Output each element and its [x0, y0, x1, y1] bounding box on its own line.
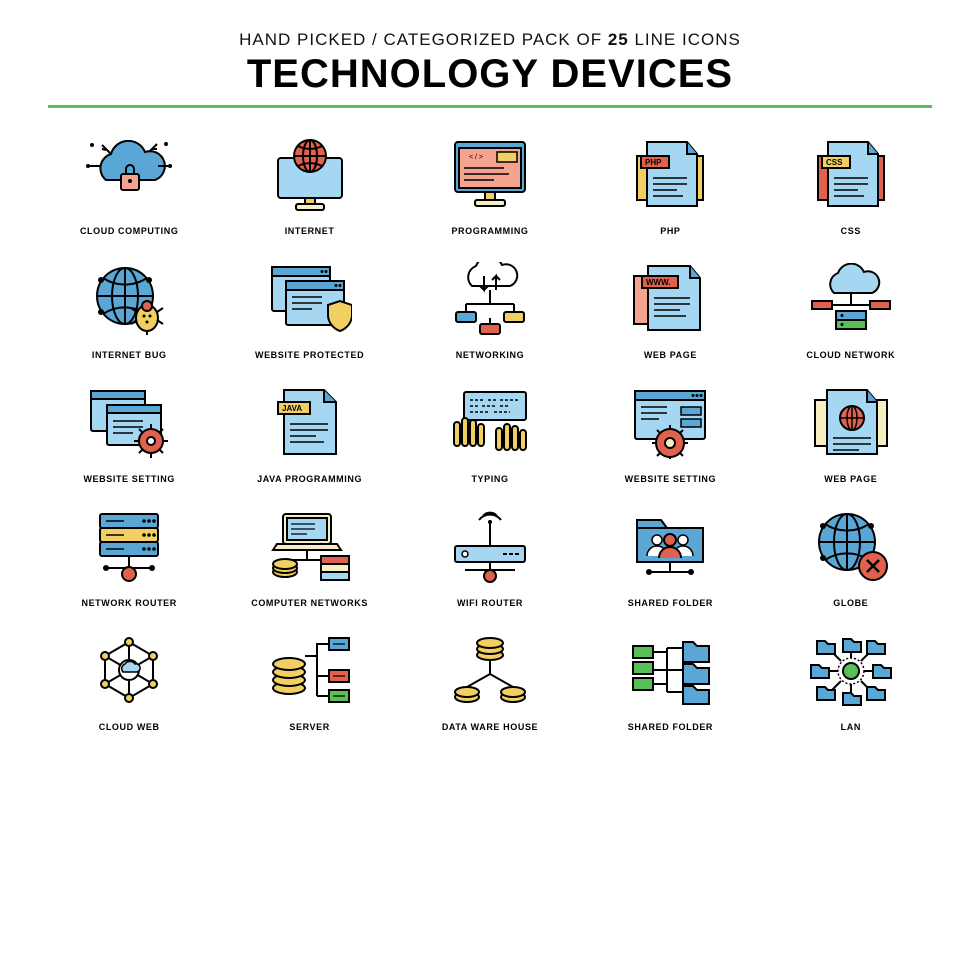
- programming-icon: < / >: [442, 136, 538, 214]
- icon-label: COMPUTER NETWORKS: [251, 598, 368, 608]
- icon-cell: GLOBE: [770, 508, 932, 608]
- cloud-computing-icon: [81, 136, 177, 214]
- typing-icon: [442, 384, 538, 462]
- php-icon: PHP: [622, 136, 718, 214]
- icon-label: PROGRAMMING: [451, 226, 528, 236]
- wifi-router-icon: [442, 508, 538, 586]
- networking-icon: [442, 260, 538, 338]
- icon-label: WEB PAGE: [644, 350, 697, 360]
- icon-label: GLOBE: [833, 598, 868, 608]
- page-title: TECHNOLOGY DEVICES: [48, 52, 932, 97]
- icon-cell: WWW. WEB PAGE: [589, 260, 751, 360]
- icon-label: WEBSITE SETTING: [625, 474, 717, 484]
- icon-cell: NETWORK ROUTER: [48, 508, 210, 608]
- computer-networks-icon: [262, 508, 358, 586]
- website-setting-gear-icon: [81, 384, 177, 462]
- icon-cell: WIFI ROUTER: [409, 508, 571, 608]
- icon-label: INTERNET BUG: [92, 350, 167, 360]
- icon-cell: WEB PAGE: [770, 384, 932, 484]
- icon-label: NETWORK ROUTER: [81, 598, 176, 608]
- shared-folder-tree-icon: [622, 632, 718, 710]
- icon-label: INTERNET: [285, 226, 335, 236]
- icon-cell: WEBSITE SETTING: [589, 384, 751, 484]
- subtitle: HAND PICKED / CATEGORIZED PACK OF 25 LIN…: [48, 30, 932, 50]
- subtitle-prefix: HAND PICKED / CATEGORIZED PACK OF: [239, 30, 608, 49]
- icon-cell: INTERNET BUG: [48, 260, 210, 360]
- icon-label: CLOUD NETWORK: [806, 350, 895, 360]
- icon-label: LAN: [841, 722, 861, 732]
- cloud-network-icon: [803, 260, 899, 338]
- icon-label: PHP: [660, 226, 680, 236]
- icon-label: CLOUD COMPUTING: [80, 226, 179, 236]
- css-icon: CSS: [803, 136, 899, 214]
- website-protected-icon: [262, 260, 358, 338]
- css-badge-text: CSS: [826, 158, 843, 167]
- internet-icon: [262, 136, 358, 214]
- icon-label: TYPING: [471, 474, 508, 484]
- cloud-web-icon: [81, 632, 177, 710]
- icon-label: NETWORKING: [456, 350, 525, 360]
- icon-cell: DATA WARE HOUSE: [409, 632, 571, 732]
- icon-cell: LAN: [770, 632, 932, 732]
- icon-cell: PHP PHP: [589, 136, 751, 236]
- icon-cell: TYPING: [409, 384, 571, 484]
- php-badge-text: PHP: [645, 158, 662, 167]
- svg-text:< / >: < / >: [469, 154, 483, 161]
- www-badge-text: WWW.: [646, 278, 670, 287]
- shared-folder-people-icon: [622, 508, 718, 586]
- java-programming-icon: JAVA: [262, 384, 358, 462]
- header: HAND PICKED / CATEGORIZED PACK OF 25 LIN…: [48, 30, 932, 97]
- icon-grid: CLOUD COMPUTING INTERNET: [48, 136, 932, 732]
- icon-label: DATA WARE HOUSE: [442, 722, 538, 732]
- web-page-www-icon: WWW.: [622, 260, 718, 338]
- icon-label: CSS: [841, 226, 861, 236]
- data-warehouse-icon: [442, 632, 538, 710]
- website-setting-cog-icon: [622, 384, 718, 462]
- icon-label: WEBSITE SETTING: [83, 474, 175, 484]
- icon-cell: SHARED FOLDER: [589, 632, 751, 732]
- icon-cell: WEBSITE PROTECTED: [228, 260, 390, 360]
- web-page-globe-icon: [803, 384, 899, 462]
- icon-label: JAVA PROGRAMMING: [257, 474, 362, 484]
- icon-label: SHARED FOLDER: [628, 598, 713, 608]
- globe-x-icon: [803, 508, 899, 586]
- icon-cell: INTERNET: [228, 136, 390, 236]
- icon-count: 25: [608, 30, 629, 49]
- icon-cell: JAVA JAVA PROGRAMMING: [228, 384, 390, 484]
- icon-cell: SHARED FOLDER: [589, 508, 751, 608]
- icon-label: CLOUD WEB: [99, 722, 160, 732]
- icon-cell: NETWORKING: [409, 260, 571, 360]
- icon-cell: CLOUD WEB: [48, 632, 210, 732]
- icon-cell: CSS CSS: [770, 136, 932, 236]
- lan-icon: [803, 632, 899, 710]
- divider: [48, 105, 932, 108]
- icon-label: SERVER: [289, 722, 329, 732]
- icon-label: WEB PAGE: [824, 474, 877, 484]
- network-router-icon: [81, 508, 177, 586]
- icon-cell: COMPUTER NETWORKS: [228, 508, 390, 608]
- icon-cell: CLOUD NETWORK: [770, 260, 932, 360]
- icon-label: WIFI ROUTER: [457, 598, 523, 608]
- icon-label: WEBSITE PROTECTED: [255, 350, 364, 360]
- icon-cell: < / > PROGRAMMING: [409, 136, 571, 236]
- java-badge-text: JAVA: [282, 404, 302, 413]
- icon-cell: CLOUD COMPUTING: [48, 136, 210, 236]
- icon-cell: SERVER: [228, 632, 390, 732]
- icon-label: SHARED FOLDER: [628, 722, 713, 732]
- internet-bug-icon: [81, 260, 177, 338]
- icon-cell: WEBSITE SETTING: [48, 384, 210, 484]
- subtitle-suffix: LINE ICONS: [629, 30, 741, 49]
- server-icon: [262, 632, 358, 710]
